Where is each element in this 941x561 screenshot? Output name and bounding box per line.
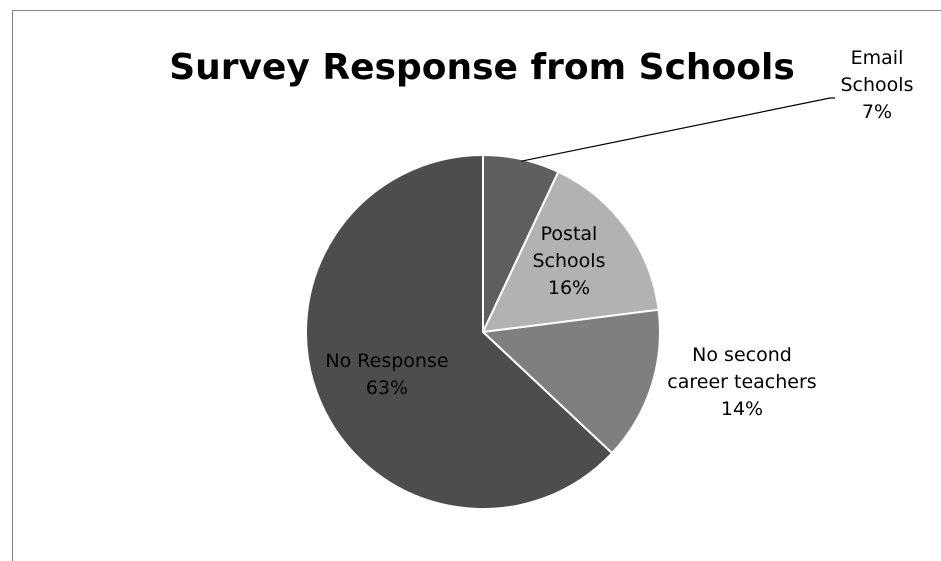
slice-percent-label-2: 14% xyxy=(721,398,763,420)
slice-percent-label-0: 7% xyxy=(862,101,892,123)
pie-slice-3 xyxy=(305,153,614,510)
slice-label-0-line-0: Email xyxy=(851,47,904,69)
slice-label-2-line-0: No second xyxy=(692,344,792,366)
slice-percent-label-1: 16% xyxy=(548,277,590,299)
pie-slice-2 xyxy=(480,308,661,455)
slice-percent-label-3: 63% xyxy=(366,377,408,399)
slice-label-0-line-1: Schools xyxy=(841,74,914,96)
leader-line-0 xyxy=(521,97,835,162)
slice-label-1-line-0: Postal xyxy=(541,223,598,245)
chart-title: Survey Response from Schools xyxy=(169,47,795,88)
slice-label-1-line-1: Schools xyxy=(533,250,606,272)
pie-slice-1 xyxy=(481,170,660,334)
slice-label-3-line-0: No Response xyxy=(325,350,448,372)
pie-slices xyxy=(305,153,661,510)
slice-labels: Email Schools 7% Postal Schools 16% No second c… xyxy=(325,47,913,420)
slice-label-2-line-1: career teachers xyxy=(667,371,816,393)
leader-lines xyxy=(521,97,835,162)
